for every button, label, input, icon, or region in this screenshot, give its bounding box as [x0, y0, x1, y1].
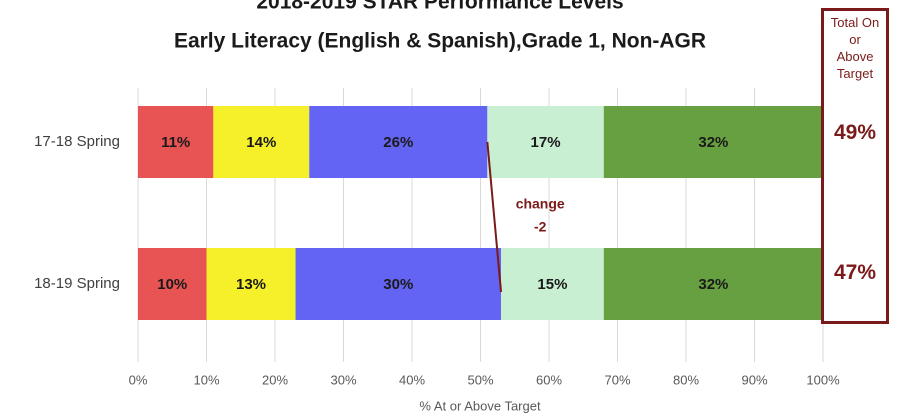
x-tick-label: 20%	[262, 372, 288, 387]
value-label: 32%	[698, 134, 728, 151]
x-tick-label: 100%	[806, 372, 840, 387]
chart-subtitle: Early Literacy (English & Spanish),Grade…	[174, 30, 706, 53]
x-axis-label: % At or Above Target	[419, 398, 541, 413]
x-tick-label: 50%	[467, 372, 493, 387]
x-tick-label: 10%	[193, 372, 219, 387]
bar-segment	[603, 106, 823, 178]
change-connector	[486, 141, 503, 293]
bar-segment	[138, 248, 207, 320]
bar-segment	[487, 106, 604, 178]
value-label: 10%	[157, 276, 187, 293]
x-tick-label: 70%	[604, 372, 630, 387]
bar-segment	[206, 248, 296, 320]
annotation-value: -2	[534, 219, 547, 235]
total-value: 47%	[833, 261, 877, 284]
y-tick-label: 18-19 Spring	[34, 275, 120, 292]
bar-segment	[603, 248, 823, 320]
value-label: 14%	[246, 134, 276, 151]
x-tick-label: 40%	[399, 372, 425, 387]
bar-segment	[309, 106, 488, 178]
value-label: 26%	[383, 134, 413, 151]
value-label: 11%	[161, 134, 190, 151]
total-value: 49%	[833, 121, 877, 144]
annotation-text: change	[516, 196, 565, 212]
totals-box: Total On or Above Target 49% 47%	[821, 8, 889, 324]
bar-segment	[295, 248, 502, 320]
value-label: 30%	[383, 276, 413, 293]
x-tick-label: 60%	[536, 372, 562, 387]
x-tick-label: 90%	[741, 372, 767, 387]
value-label: 17%	[531, 134, 561, 151]
bar-segment	[501, 248, 604, 320]
y-tick-label: 17-18 Spring	[34, 133, 120, 150]
value-label: 32%	[698, 276, 728, 293]
x-tick-label: 0%	[129, 372, 148, 387]
bar-segment	[213, 106, 310, 178]
totals-label: Total On or Above Target	[830, 15, 880, 81]
x-tick-label: 80%	[673, 372, 699, 387]
chart-title: 2018-2019 STAR Performance Levels	[256, 0, 623, 14]
x-tick-label: 30%	[330, 372, 356, 387]
value-label: 13%	[236, 276, 266, 293]
bar-segment	[138, 106, 214, 178]
value-label: 15%	[537, 276, 567, 293]
